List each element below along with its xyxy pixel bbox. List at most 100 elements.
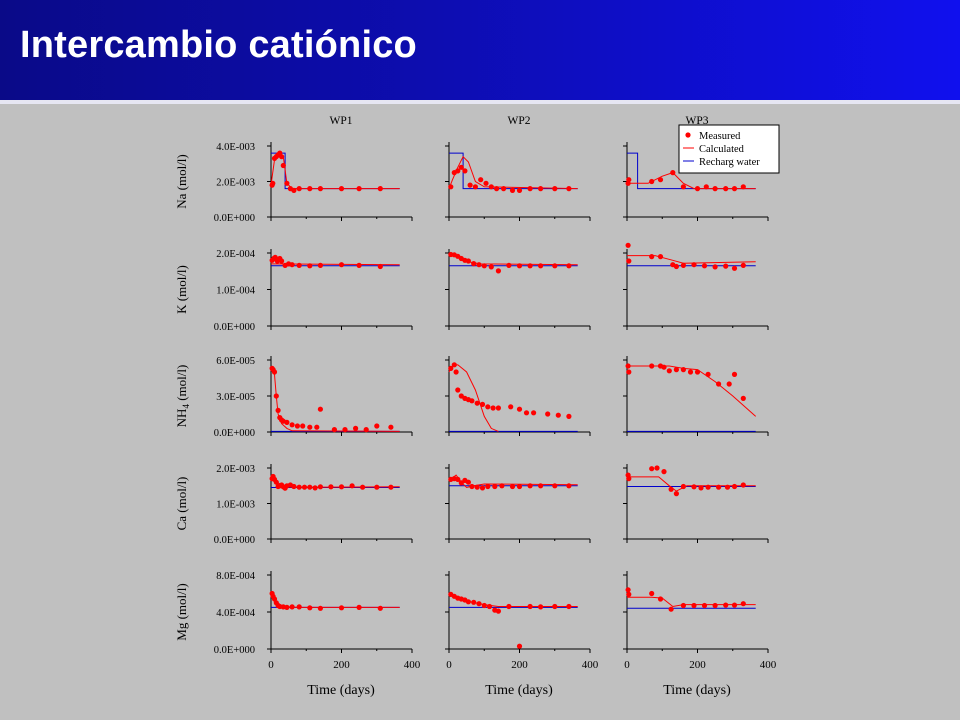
- calculated-line: [448, 155, 578, 190]
- measured-point: [625, 363, 631, 369]
- panel-Mg-WP1: 8.0E-004 4.0E-004 0.0E+000 0 200 400 Time (day…: [214, 571, 421, 698]
- measured-point: [485, 483, 491, 490]
- title-rule: [0, 100, 960, 104]
- measured-point: [486, 603, 493, 610]
- measured-point: [626, 177, 632, 183]
- measured-point: [342, 427, 348, 433]
- measured-point: [485, 404, 491, 410]
- measured-point: [328, 484, 334, 490]
- panel-NH4-WP1: 6.0E-005 3.0E-005 0.0E+000: [214, 356, 413, 439]
- measured-point: [275, 407, 281, 413]
- measured-point: [701, 263, 708, 269]
- measured-point: [465, 258, 471, 264]
- measured-point: [661, 364, 667, 370]
- measured-point: [566, 603, 572, 610]
- measured-point: [538, 604, 544, 610]
- measured-point: [296, 604, 302, 610]
- y-tick-label: 2.0E-003: [216, 178, 255, 189]
- measured-point: [296, 484, 302, 490]
- measured-point: [649, 466, 655, 472]
- measured-point: [516, 187, 523, 193]
- measured-point: [712, 186, 718, 192]
- measured-point: [469, 398, 475, 404]
- calculated-line: [627, 476, 756, 492]
- measured-point: [740, 482, 746, 488]
- measured-point: [516, 483, 523, 490]
- measured-point: [538, 263, 544, 269]
- measured-point: [499, 483, 505, 489]
- y-tick-label: 2.0E-004: [216, 249, 256, 260]
- y-tick-label: 6.0E-005: [216, 356, 255, 367]
- legend-label: Calculated: [699, 144, 745, 155]
- measured-point: [471, 599, 477, 605]
- measured-point: [705, 371, 711, 377]
- measured-point: [307, 263, 313, 269]
- measured-point: [291, 483, 297, 490]
- slide-title: Intercambio catiónico: [20, 24, 417, 66]
- x-tick-label: 400: [760, 659, 777, 671]
- x-tick-label: 400: [404, 659, 421, 671]
- x-tick-label: 200: [333, 659, 350, 671]
- y-tick-label: 0.0E+000: [214, 213, 255, 224]
- measured-point: [495, 405, 501, 411]
- measured-point: [626, 591, 632, 598]
- measured-point: [307, 186, 313, 192]
- calculated-line: [448, 364, 499, 432]
- measured-point: [506, 603, 512, 610]
- measured-point: [626, 369, 632, 375]
- measured-point: [481, 602, 487, 609]
- measured-point: [694, 186, 701, 192]
- measured-point: [527, 186, 533, 192]
- calculated-line: [270, 152, 400, 190]
- measured-point: [654, 465, 660, 471]
- measured-point: [545, 411, 551, 417]
- measured-point: [377, 186, 383, 192]
- measured-point: [472, 184, 478, 190]
- measured-point: [483, 180, 489, 186]
- measured-point: [649, 590, 655, 597]
- measured-point: [506, 262, 512, 268]
- measured-point: [516, 406, 523, 412]
- measured-point: [673, 263, 680, 270]
- panel-NH4-WP2: [445, 356, 591, 436]
- measured-point: [626, 476, 632, 482]
- measured-point: [458, 164, 464, 170]
- measured-point: [338, 605, 345, 611]
- panel-K-WP3: [623, 242, 769, 330]
- measured-point: [723, 186, 729, 192]
- measured-point: [331, 427, 337, 433]
- measured-point: [338, 484, 345, 490]
- measured-point: [527, 483, 533, 489]
- measured-point: [388, 484, 394, 490]
- measured-point: [740, 184, 746, 190]
- measured-point: [698, 485, 704, 491]
- measured-point: [552, 483, 558, 489]
- measured-point: [552, 263, 558, 269]
- ylabel-Na: Na (mol/l): [174, 154, 189, 209]
- legend-box: [678, 124, 780, 174]
- ylabel-NH4: NH4 (mol/l): [174, 365, 191, 428]
- measured-point: [448, 365, 454, 371]
- measured-point: [705, 484, 711, 490]
- legend-measured-marker: [685, 132, 691, 138]
- measured-point: [307, 424, 313, 430]
- y-tick-label: 1.0E-004: [216, 286, 256, 297]
- measured-point: [284, 419, 290, 425]
- measured-point: [289, 262, 295, 268]
- measured-point: [566, 263, 572, 269]
- measured-point: [451, 362, 457, 368]
- measured-point: [731, 483, 738, 490]
- measured-point: [279, 154, 285, 160]
- measured-point: [289, 604, 295, 610]
- measured-point: [471, 261, 477, 267]
- panel-Ca-WP2: [445, 464, 591, 543]
- column-header-WP1: WP1: [330, 115, 353, 127]
- panel-Mg-WP2: 0 200 400 Time (days): [445, 571, 599, 698]
- measured-point: [740, 395, 746, 401]
- measured-point: [723, 602, 729, 608]
- measured-point: [312, 485, 318, 491]
- measured-point: [661, 469, 667, 475]
- x-tick-label: 400: [582, 659, 599, 671]
- measured-point: [538, 483, 544, 489]
